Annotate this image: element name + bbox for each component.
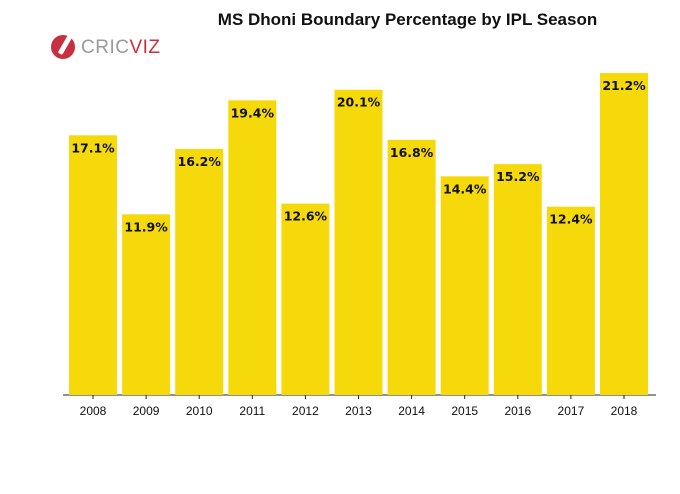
x-tick-label-2015: 2015 [451,404,478,418]
data-label-2012: 12.6% [284,209,328,224]
data-label-2011: 19.4% [231,105,275,120]
data-label-2017: 12.4% [549,212,593,227]
x-tick-label-2016: 2016 [504,404,531,418]
logo-text-viz: VIZ [129,37,161,58]
data-label-2018: 21.2% [602,78,646,93]
logo-wordmark: CRICVIZ [81,37,161,59]
chart-title: MS Dhoni Boundary Percentage by IPL Seas… [217,10,598,29]
x-tick-label-2009: 2009 [133,404,160,418]
bar-2017 [546,206,595,395]
x-tick-label-2013: 2013 [345,404,372,418]
bar-2014 [387,139,436,395]
x-tick-label-2010: 2010 [186,404,213,418]
bar-2018 [600,73,648,395]
bar-2008 [69,135,117,396]
bar-2009 [122,214,171,395]
data-label-2013: 20.1% [337,95,381,110]
bar-2013 [334,89,383,395]
x-tick-label-2011: 2011 [239,404,265,418]
data-label-2016: 15.2% [496,169,540,184]
x-tick-label-2018: 2018 [611,404,638,418]
logo-text-cric: CRIC [81,37,130,58]
data-label-2008: 17.1% [71,140,115,155]
data-label-2014: 16.8% [390,145,434,160]
bar-2010 [175,148,224,395]
bar-2015 [440,176,489,395]
x-tick-label-2014: 2014 [398,404,425,418]
data-label-2010: 16.2% [178,154,222,169]
data-label-2015: 14.4% [443,181,487,196]
cricviz-logo: CRICVIZ [49,30,161,64]
data-label-2009: 11.9% [124,219,168,234]
bar-2011 [228,100,277,396]
bar-2012 [281,203,330,395]
x-tick-label-2017: 2017 [558,404,585,418]
bar-2016 [493,164,542,395]
x-tick-label-2012: 2012 [292,404,319,418]
x-tick-label-2008: 2008 [80,404,107,418]
cricket-bat-ball-icon [51,30,75,59]
